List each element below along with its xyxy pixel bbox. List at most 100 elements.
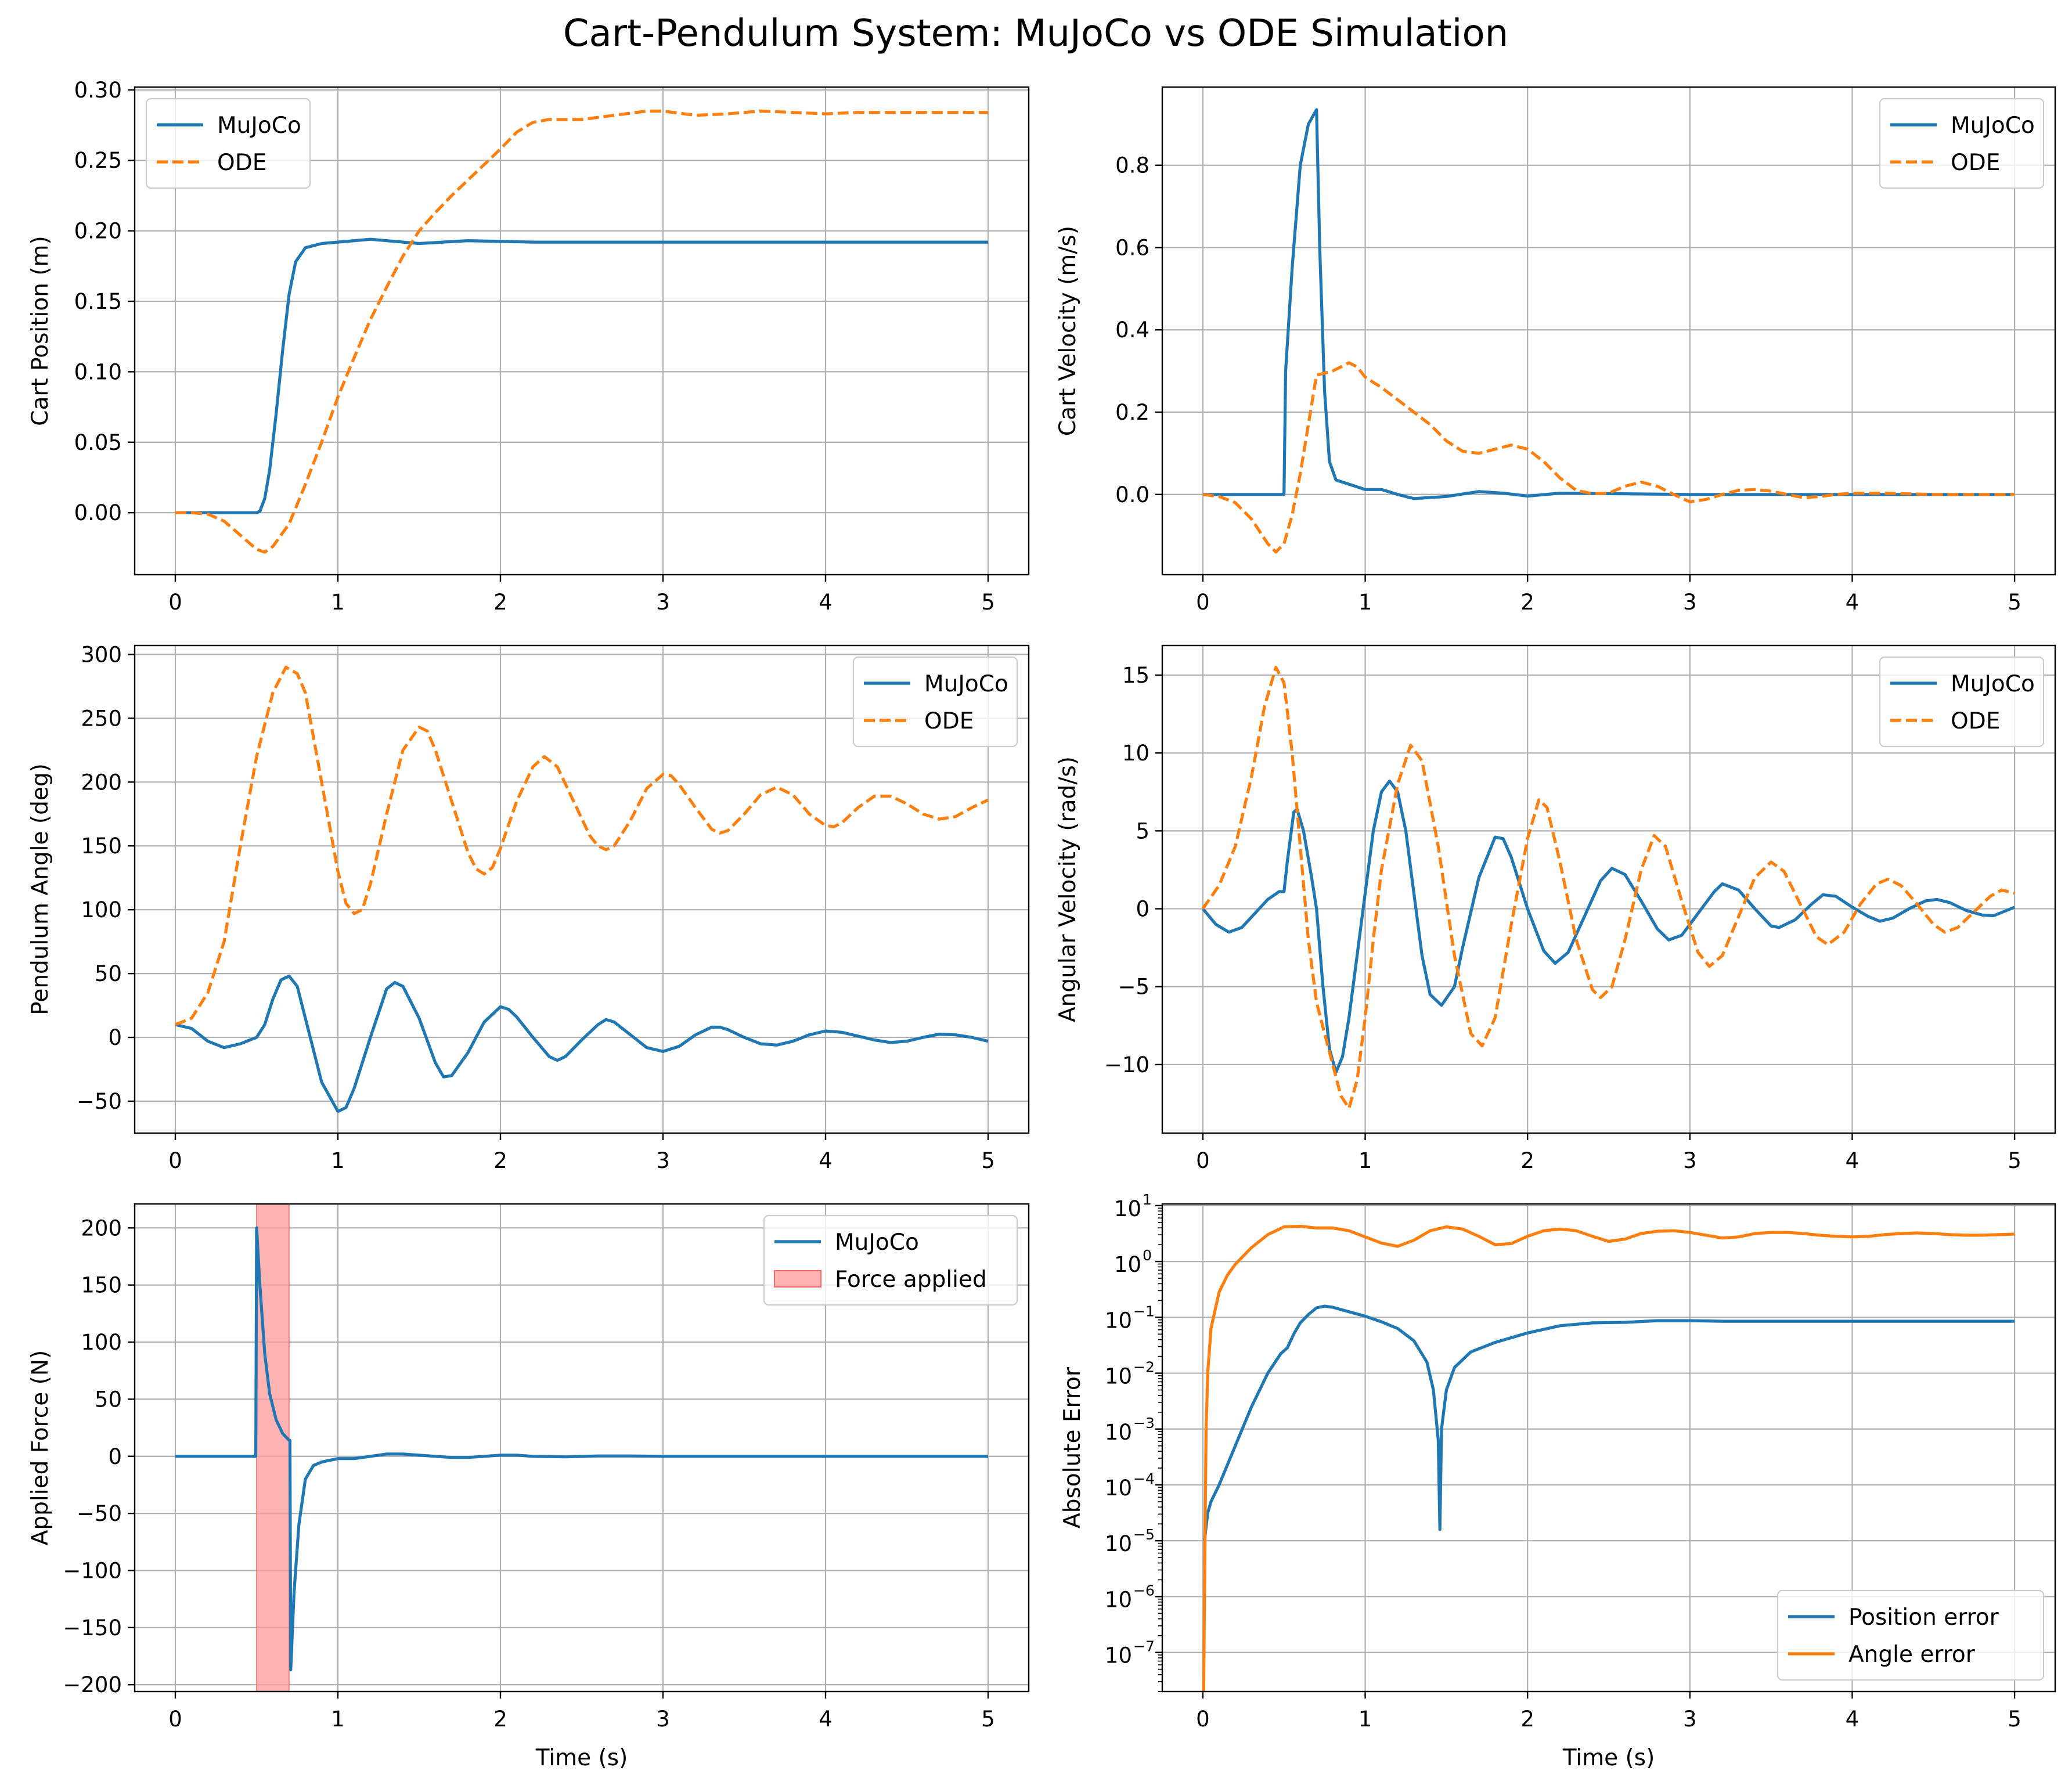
y-tick-label: 150 [81, 834, 122, 859]
y-tick-label-base: 10 [1105, 1587, 1132, 1612]
angular-velocity-legend: MuJoCo ODE [1879, 656, 2045, 748]
y-tick-label-exponent: −5 [1133, 1526, 1155, 1543]
x-tick-label: 3 [1683, 1707, 1697, 1732]
y-tick-label-base: 10 [1105, 1308, 1132, 1333]
y-tick-label: 5 [1136, 818, 1149, 843]
y-tick-label: 50 [95, 1387, 122, 1412]
angular-velocity-panel: 0 1 2 3 4 5 −10 −5 0 5 10 15 Angular Velocity (rad/s… [1055, 644, 2056, 1173]
legend-entry-label: Force applied [835, 1267, 987, 1293]
y-axis-label: Cart Position (m) [27, 236, 53, 426]
y-tick-label: 0.05 [74, 430, 122, 455]
legend-box [852, 656, 1018, 748]
x-tick-label: 0 [168, 1148, 182, 1173]
y-tick-label-base: 10 [1114, 1196, 1141, 1221]
applied-force-axes-frame [134, 1203, 1030, 1693]
series-line-ode [1201, 665, 2015, 1110]
series-line-mujoco [1202, 108, 2015, 500]
x-tick-label: 4 [819, 1707, 833, 1732]
y-tick-label: 250 [81, 706, 122, 731]
y-tick-label: −150 [63, 1615, 122, 1640]
x-tick-label: 4 [819, 1148, 833, 1173]
x-tick-label: 2 [1520, 1148, 1534, 1173]
y-tick-label-base: 10 [1114, 1252, 1141, 1277]
x-tick-label: 5 [2008, 590, 2021, 615]
x-tick-label: 4 [1846, 1707, 1860, 1732]
y-tick-label: 50 [95, 961, 122, 986]
y-tick-label: 0.25 [74, 148, 122, 173]
legend-box [145, 98, 311, 189]
y-tick-label: 0.15 [74, 289, 122, 314]
legend-entry-label: ODE [217, 150, 266, 176]
y-tick-label: 15 [1122, 663, 1149, 688]
angular-velocity-grid [1162, 646, 2055, 1133]
pendulum-angle-legend: MuJoCo ODE [852, 656, 1018, 748]
y-tick-label: 0.30 [74, 78, 122, 103]
x-tick-label: 5 [2008, 1707, 2021, 1732]
cart-velocity-axes-frame [1161, 86, 2056, 576]
figure-title: Cart-Pendulum System: MuJoCo vs ODE Simu… [563, 12, 1508, 55]
x-tick-label: 1 [331, 590, 345, 615]
series-line-position-error [1203, 1304, 2015, 1541]
cart-position-panel: 0 1 2 3 4 5 0.00 0.05 0.10 0.15 0.20 0.25 0.30 Cart P… [27, 78, 1030, 615]
series-line-ode [1202, 361, 2015, 554]
y-axis-label: Angular Velocity (rad/s) [1055, 756, 1081, 1022]
y-tick-label: 300 [81, 642, 122, 667]
x-tick-label: 0 [1196, 1148, 1210, 1173]
pendulum-angle-axes-frame [134, 644, 1030, 1134]
y-tick-label-exponent: 1 [1143, 1191, 1152, 1208]
x-tick-label: 1 [1358, 1148, 1372, 1173]
x-tick-label: 5 [981, 590, 995, 615]
series-line-ode [175, 109, 988, 554]
legend-box [1879, 656, 2045, 748]
y-tick-label-exponent: −3 [1133, 1415, 1155, 1431]
x-tick-label: 2 [493, 1707, 507, 1732]
y-axis-label: Absolute Error [1060, 1366, 1086, 1528]
y-tick-label: 0.0 [1115, 482, 1149, 507]
pendulum-angle-panel: 0 1 2 3 4 5 −50 0 50 100 150 200 250 300 Pendulum Angl… [27, 642, 1030, 1173]
y-tick-label-exponent: −6 [1133, 1582, 1155, 1599]
applied-force-legend: MuJoCo Force applied [763, 1214, 1018, 1306]
y-tick-label: 0.2 [1115, 400, 1149, 425]
y-tick-label: −10 [1104, 1052, 1149, 1077]
y-tick-label: 0 [108, 1025, 122, 1050]
y-tick-label-exponent: 0 [1143, 1247, 1152, 1264]
x-tick-label: 2 [1520, 590, 1534, 615]
y-tick-label: 150 [81, 1273, 122, 1298]
y-axis-label: Applied Force (N) [27, 1350, 53, 1546]
y-tick-label: 200 [81, 770, 122, 795]
series-line-mujoco [1201, 779, 2016, 1074]
y-tick-label: −5 [1118, 975, 1149, 1000]
x-tick-label: 0 [1196, 590, 1210, 615]
y-tick-label: 0.4 [1115, 318, 1149, 342]
x-tick-label: 3 [1683, 1148, 1697, 1173]
x-tick-label: 2 [1520, 1707, 1534, 1732]
x-tick-label: 4 [1846, 1148, 1860, 1173]
series-line-mujoco [175, 237, 988, 514]
absolute-error-axes-frame [1161, 1203, 2056, 1693]
legend-entry-label: MuJoCo [1951, 113, 2035, 139]
x-axis-label: Time (s) [535, 1745, 628, 1771]
legend-entry-label: MuJoCo [217, 113, 301, 139]
force-applied-region [256, 1203, 290, 1692]
x-tick-label: 5 [981, 1148, 995, 1173]
absolute-error-legend: Position error Angle error [1776, 1589, 2045, 1681]
y-axis-label: Cart Velocity (m/s) [1055, 226, 1081, 436]
applied-force-panel: 0 1 2 3 4 5 −200 −150 −100 −50 0 50 100 150 200 Applied… [27, 1203, 1030, 1771]
cart-velocity-legend: MuJoCo ODE [1879, 98, 2045, 189]
cart-velocity-panel: 0 1 2 3 4 5 0.0 0.2 0.4 0.6 0.8 Cart Velocity (m/s)… [1055, 86, 2056, 615]
series-line-mujoco [175, 1226, 988, 1672]
legend-entry-label: MuJoCo [924, 671, 1008, 697]
y-tick-label-base: 10 [1105, 1420, 1132, 1445]
x-tick-label: 3 [656, 1707, 670, 1732]
x-tick-label: 2 [493, 1148, 507, 1173]
x-tick-label: 4 [1846, 590, 1860, 615]
x-tick-label: 1 [331, 1148, 345, 1173]
y-tick-label-base: 10 [1105, 1476, 1132, 1501]
y-tick-label: 200 [81, 1216, 122, 1241]
legend-box [1776, 1589, 2045, 1681]
legend-entry-label: ODE [1951, 708, 2000, 734]
y-tick-label: 10 [1122, 741, 1149, 766]
legend-box [1879, 98, 2045, 189]
y-tick-label-exponent: −1 [1133, 1303, 1155, 1319]
